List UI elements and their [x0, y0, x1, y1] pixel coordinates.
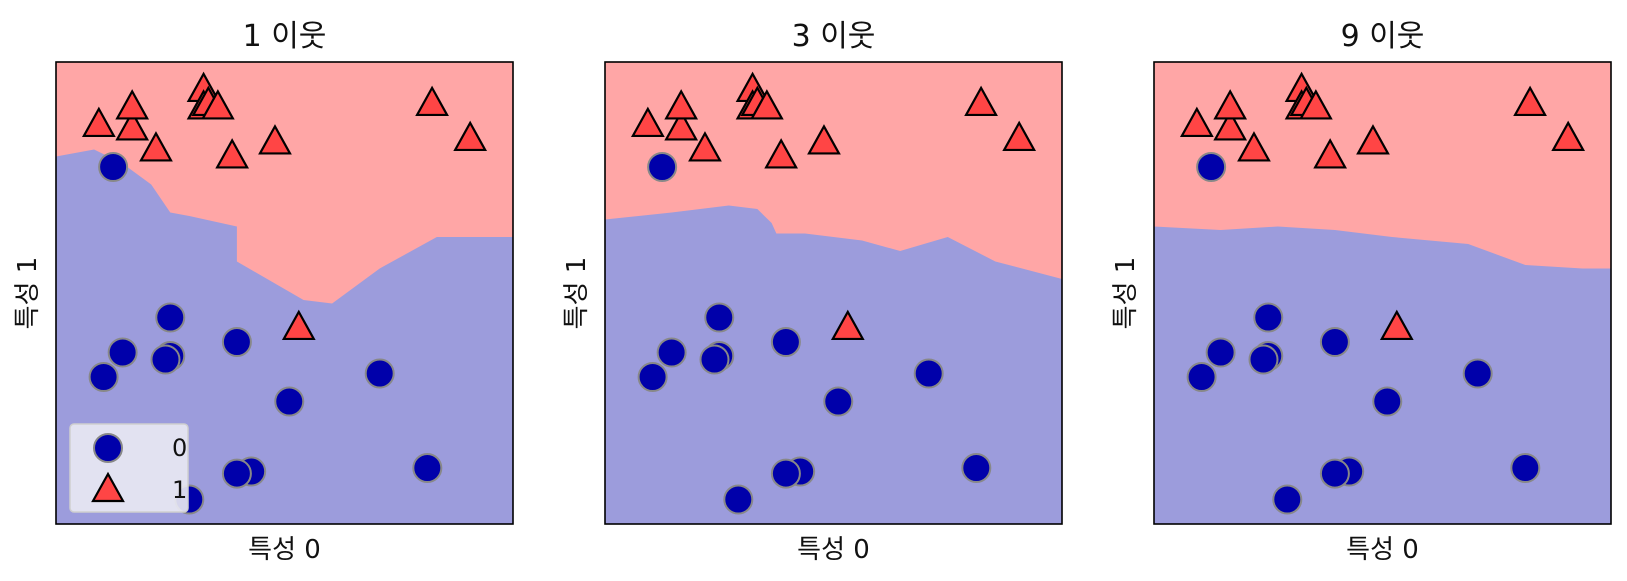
class1-point — [1313, 138, 1348, 169]
class1-point — [215, 138, 250, 169]
y-axis-label: 특성 1 — [562, 257, 592, 330]
class1-point — [664, 89, 699, 120]
class1-point — [1551, 120, 1586, 152]
legend-label-class0: 0 — [172, 434, 187, 462]
class1-point — [139, 131, 173, 162]
class1-point — [764, 138, 799, 169]
class0-point — [1462, 358, 1493, 389]
axes-frame — [604, 61, 1063, 525]
class1-point — [453, 120, 488, 152]
class0-point — [364, 358, 395, 389]
y-axis-label: 특성 1 — [1111, 257, 1141, 330]
class1-point — [1237, 131, 1271, 162]
class0-point — [961, 453, 992, 483]
class0-point — [704, 302, 735, 333]
legend: 01 — [69, 423, 189, 513]
class0-point — [1196, 152, 1227, 182]
class0-point — [155, 302, 186, 333]
x-axis-label: 특성 0 — [248, 535, 321, 565]
chart-title: 3 이웃 — [792, 19, 876, 54]
class1-point — [1379, 309, 1414, 341]
class1-point — [1513, 85, 1547, 117]
axes-frame — [1153, 61, 1612, 525]
class0-point — [274, 386, 305, 417]
class0-point — [1253, 302, 1284, 333]
class1-point — [664, 110, 699, 141]
class1-point — [1002, 120, 1037, 152]
class1-point — [115, 110, 150, 141]
legend-marker-class1 — [91, 471, 125, 503]
class0-point — [770, 327, 801, 357]
class0-point — [770, 458, 801, 489]
class0-point — [107, 337, 138, 368]
class0-point — [1319, 458, 1350, 489]
class1-point — [1298, 89, 1333, 120]
class0-point — [699, 344, 730, 375]
class0-point — [913, 358, 944, 389]
class0-point — [412, 453, 443, 483]
chart-title: 1 이웃 — [243, 19, 327, 54]
x-axis-label: 특성 0 — [1346, 535, 1419, 565]
class1-point — [281, 309, 316, 341]
class1-point — [415, 85, 449, 117]
class1-point — [81, 106, 116, 138]
class0-point — [88, 362, 119, 392]
class0-point — [637, 362, 668, 392]
class0-point — [221, 327, 252, 357]
class0-point — [723, 484, 754, 515]
class0-point — [1272, 484, 1303, 515]
class0-point — [1248, 344, 1279, 375]
x-axis-label: 특성 0 — [797, 535, 870, 565]
class0-point — [221, 458, 252, 489]
class1-point — [830, 309, 865, 341]
class0-point — [150, 344, 181, 375]
y-axis-label: 특성 1 — [13, 257, 43, 330]
legend-label-class1: 1 — [172, 476, 187, 504]
axes-frame — [55, 61, 514, 525]
class0-region — [605, 205, 1062, 524]
class1-point — [807, 124, 841, 155]
class0-point — [1186, 362, 1217, 392]
class1-point — [1179, 106, 1214, 138]
class1-point — [964, 85, 998, 117]
class0-point — [647, 152, 678, 182]
class1-point — [1356, 124, 1390, 155]
class1-point — [688, 131, 722, 162]
class1-point — [630, 106, 665, 138]
class1-point — [749, 89, 784, 120]
class0-point — [1372, 386, 1403, 417]
legend-box — [69, 423, 189, 513]
class0-point — [823, 386, 854, 417]
class0-point — [656, 337, 687, 368]
class1-point — [258, 124, 292, 155]
legend-marker-class0 — [93, 433, 123, 463]
class0-point — [1205, 337, 1236, 368]
class1-point — [115, 89, 150, 120]
class0-point — [1510, 453, 1541, 483]
class0-point — [1319, 327, 1350, 357]
class0-region — [1154, 226, 1611, 524]
class1-point — [1213, 89, 1248, 120]
class1-point — [1213, 110, 1248, 141]
class1-point — [200, 89, 235, 120]
chart-title: 9 이웃 — [1341, 19, 1425, 54]
class0-point — [98, 152, 129, 182]
